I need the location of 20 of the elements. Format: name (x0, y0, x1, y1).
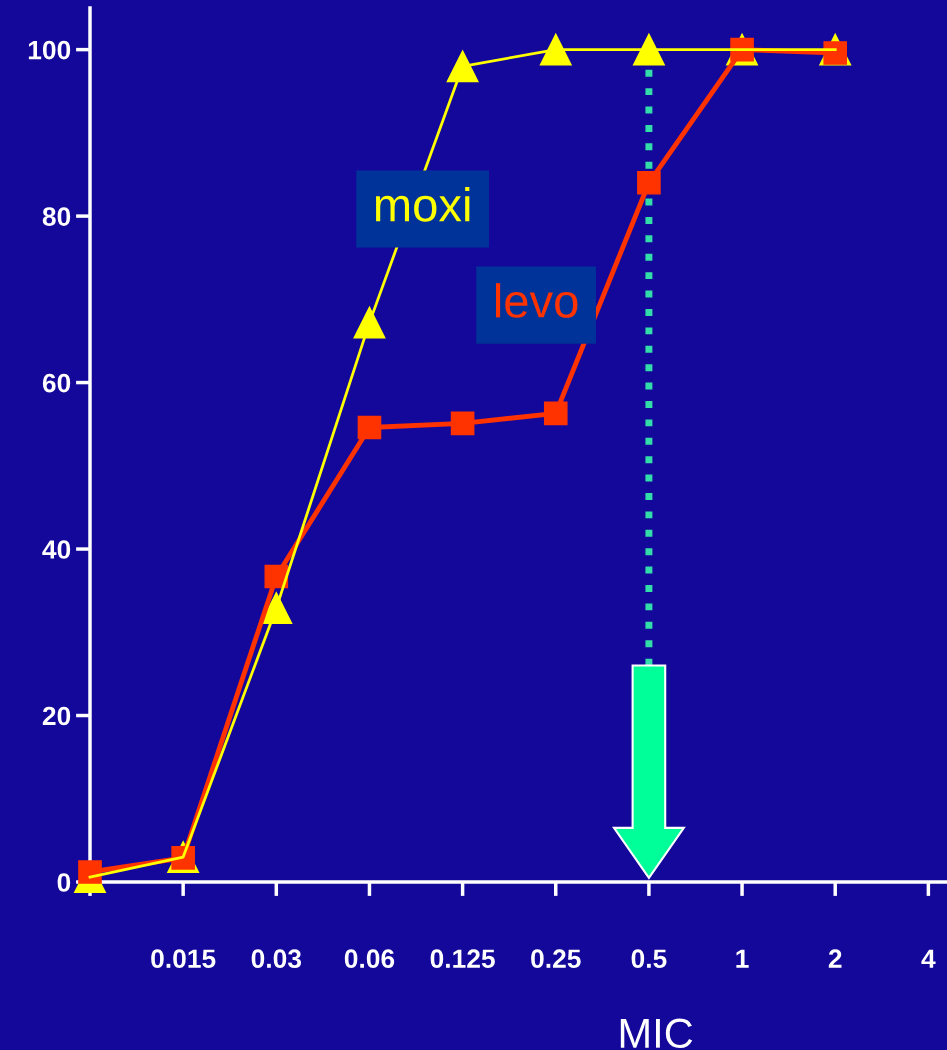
y-tick-label: 60 (42, 373, 71, 393)
point (539, 33, 572, 66)
point (632, 33, 665, 66)
series-label: moxi (375, 187, 470, 222)
x-tick-label: 0.125 (430, 949, 495, 969)
series-label: levo (495, 283, 578, 318)
y-tick-label: 0 (57, 873, 71, 892)
x-tick-label: 0.015 (151, 949, 216, 969)
y-tick-label: 80 (42, 207, 71, 226)
x-tick-label: 4 (921, 949, 936, 968)
x-tick-label: 0.5 (631, 949, 667, 969)
y-tick-label: 40 (42, 540, 71, 559)
x-tick-label: 2 (828, 949, 842, 968)
x-tick-label: 0.03 (251, 949, 302, 969)
y-tick-label: 100 (28, 40, 71, 60)
y-tick-label: 20 (42, 706, 71, 726)
x-axis-title: MIC (620, 1018, 693, 1049)
x-tick-label: 1 (736, 949, 749, 968)
x-tick-label: 0.06 (344, 949, 395, 969)
x-tick-label: 0.25 (531, 949, 581, 969)
